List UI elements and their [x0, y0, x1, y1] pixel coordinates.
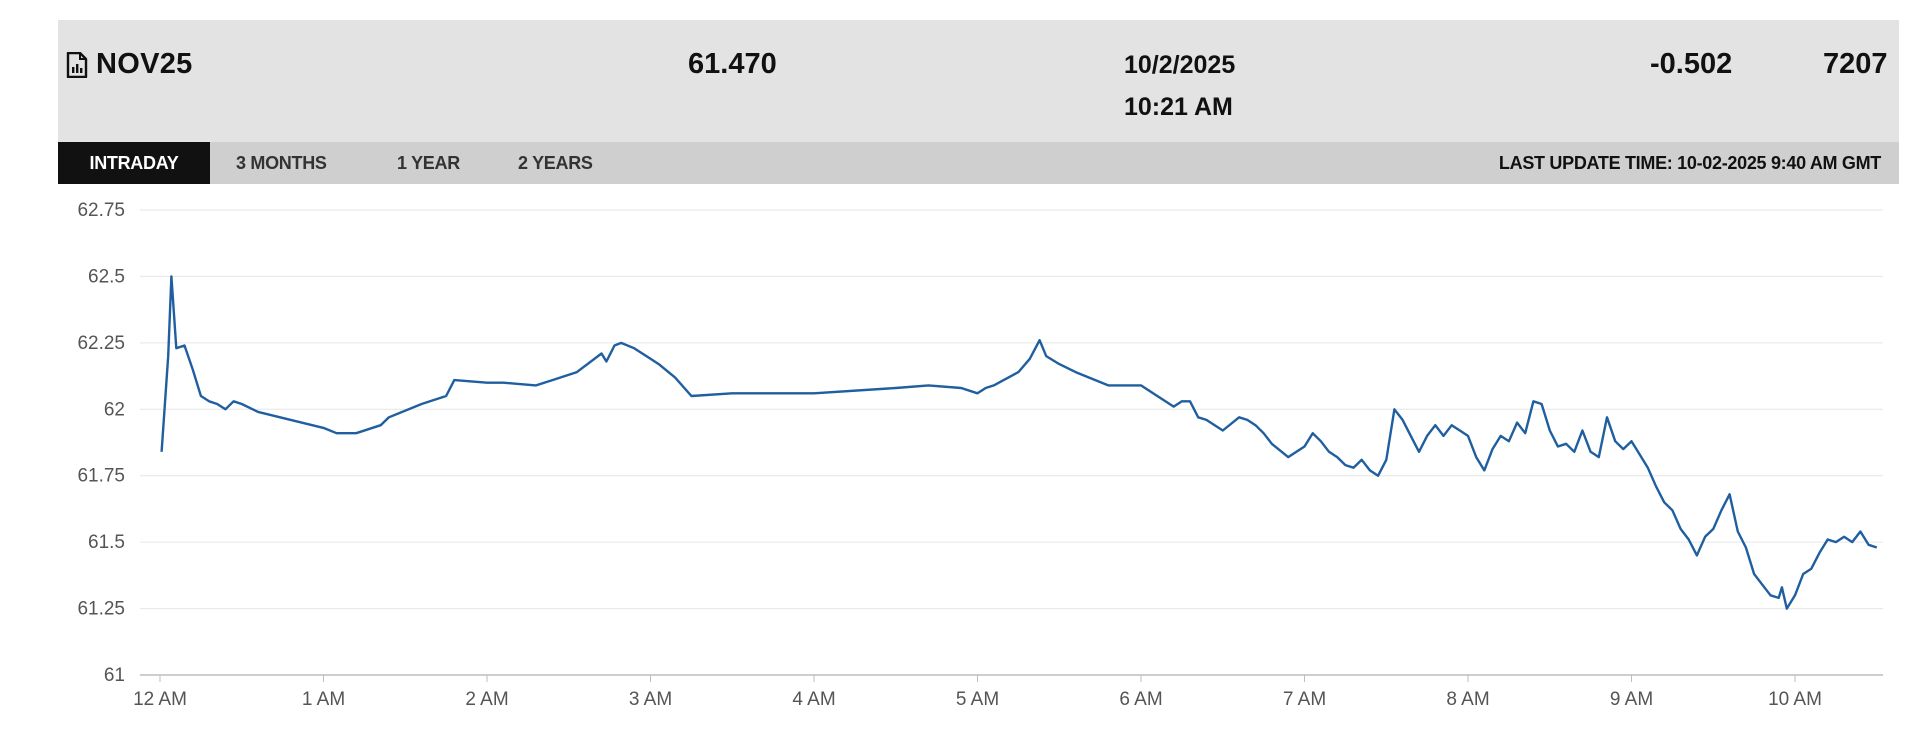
volume-value: 7207: [1823, 48, 1888, 80]
intraday-price-chart: 61 61.25 61.5 61.75 62 62.25 62.5 62.75 12 AM 1 …: [77, 200, 1883, 710]
symbol-group: NOV25: [66, 48, 193, 81]
y-tick-label: 61: [104, 665, 125, 686]
tab-2-years[interactable]: 2 YEARS: [518, 153, 593, 173]
y-tick-label: 62.25: [77, 333, 125, 354]
last-price: 61.470: [688, 48, 777, 80]
quote-datetime: 10/2/2025 10:21 AM: [1124, 44, 1235, 128]
last-update-time: LAST UPDATE TIME: 10-02-2025 9:40 AM GMT: [1498, 153, 1881, 173]
grid-lines: [140, 209, 1883, 676]
x-axis-ticks: 12 AM 1 AM 2 AM 3 AM 4 AM 5 AM 6 AM 7 AM 8 AM 9 A…: [133, 675, 1822, 710]
x-tick-label: 7 AM: [1283, 689, 1326, 710]
y-tick-label: 62.5: [88, 266, 125, 287]
tab-3-months[interactable]: 3 MONTHS: [236, 153, 327, 173]
y-axis-ticks: 61 61.25 61.5 61.75 62 62.25 62.5 62.75: [77, 200, 125, 686]
tab-1-year[interactable]: 1 YEAR: [397, 153, 460, 173]
quote-header: NOV25 61.470 10/2/2025 10:21 AM -0.502 7…: [58, 20, 1899, 142]
y-tick-label: 61.5: [88, 532, 125, 553]
y-tick-label: 61.25: [77, 599, 125, 620]
y-tick-label: 61.75: [77, 466, 125, 487]
quote-time: 10:21 AM: [1124, 93, 1233, 121]
x-tick-label: 3 AM: [629, 689, 672, 710]
y-tick-label: 62.75: [77, 200, 125, 221]
x-tick-label: 9 AM: [1610, 689, 1653, 710]
quote-date: 10/2/2025: [1124, 51, 1236, 79]
x-tick-label: 5 AM: [956, 689, 999, 710]
x-tick-label: 6 AM: [1119, 689, 1162, 710]
price-series-line: [160, 275, 1878, 610]
price-change: -0.502: [1650, 48, 1733, 80]
symbol-label: NOV25: [96, 48, 193, 80]
x-tick-label: 10 AM: [1768, 689, 1822, 710]
x-tick-label: 2 AM: [465, 689, 508, 710]
tab-intraday[interactable]: INTRADAY: [58, 142, 210, 184]
x-tick-label: 1 AM: [302, 689, 345, 710]
y-tick-label: 62: [104, 399, 125, 420]
x-tick-label: 12 AM: [133, 689, 187, 710]
document-chart-icon[interactable]: [66, 51, 88, 78]
range-tab-bar: INTRADAY 3 MONTHS 1 YEAR 2 YEARS LAST UP…: [58, 142, 1899, 184]
x-tick-label: 8 AM: [1446, 689, 1489, 710]
x-tick-label: 4 AM: [792, 689, 835, 710]
